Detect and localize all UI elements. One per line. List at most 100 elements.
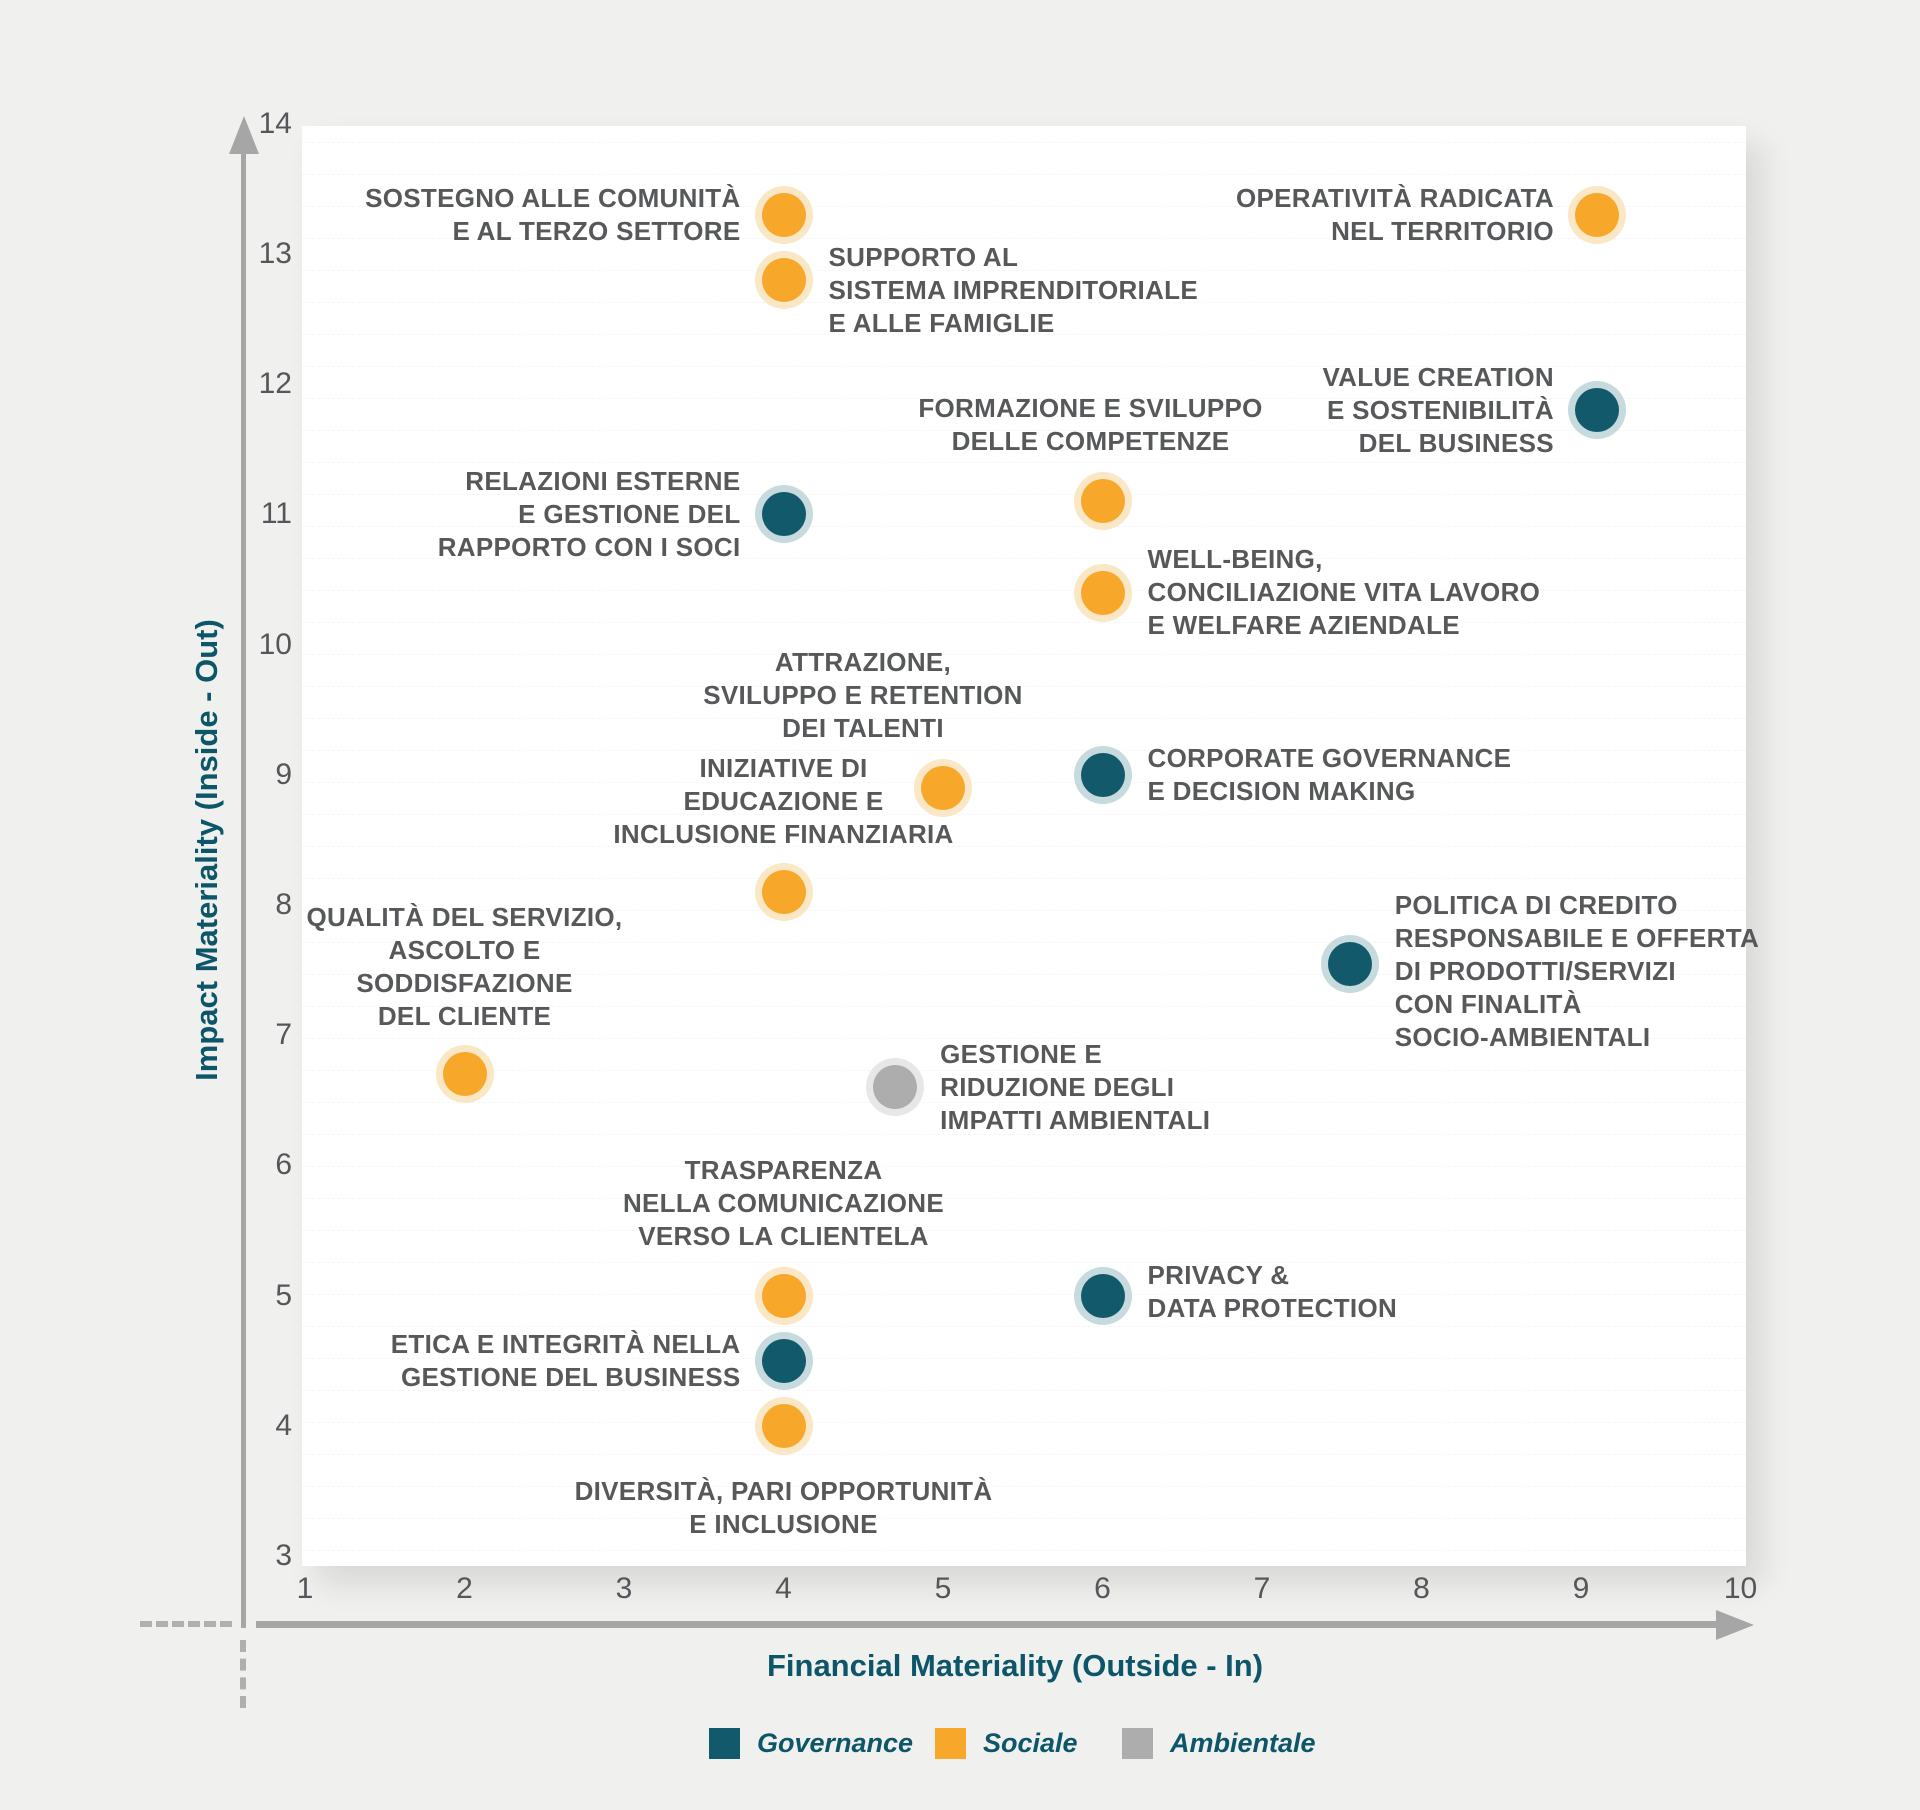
data-point-label-privacy-data-protection: PRIVACY & DATA PROTECTION: [1147, 1259, 1398, 1323]
origin-dashed-horizontal: [140, 1621, 232, 1627]
x-tick-label-8: 8: [1413, 1572, 1430, 1605]
data-point-label-diversita-inclusione: DIVERSITÀ, PARI OPPORTUNITÀ E INCLUSIONE: [574, 1475, 993, 1539]
data-point-label-operativita-territorio: OPERATIVITÀ RADICATA NEL TERRITORIO: [1235, 182, 1554, 246]
gridline: [302, 846, 1746, 847]
data-point-label-formazione-competenze: FORMAZIONE E SVILUPPO DELLE COMPETENZE: [918, 393, 1263, 457]
y-axis-line: [241, 152, 246, 1628]
x-tick-label-7: 7: [1253, 1572, 1271, 1605]
y-tick-label-5: 5: [275, 1278, 292, 1312]
data-point-dot-privacy-data-protection: [1080, 1273, 1125, 1318]
gridline: [302, 974, 1746, 975]
y-tick-label-9: 9: [275, 757, 292, 791]
gridline: [302, 1294, 1746, 1295]
data-point-dot-value-creation: [1574, 388, 1619, 433]
data-point-dot-educazione-finanziaria: [761, 869, 806, 914]
legend-label-governance: Governance: [757, 1728, 914, 1758]
legend-swatch-sociale: [935, 1728, 966, 1759]
x-tick-label-3: 3: [615, 1572, 633, 1605]
data-point-dot-relazioni-esterne: [761, 492, 806, 537]
gridline: [302, 1422, 1746, 1423]
data-point-dot-sostegno-comunita: [761, 192, 806, 237]
gridline: [302, 1166, 1746, 1167]
gridline: [302, 430, 1746, 431]
data-point-dot-operativita-territorio: [1574, 192, 1619, 237]
gridline: [302, 238, 1746, 239]
data-point-dot-etica-integrita: [761, 1338, 806, 1383]
data-point-label-educazione-finanziaria: INIZIATIVE DI EDUCAZIONE E INCLUSIONE FINA…: [613, 752, 954, 849]
y-tick-label-10: 10: [258, 627, 292, 661]
data-point-dot-formazione-competenze: [1080, 479, 1125, 524]
gridline: [302, 1454, 1746, 1455]
gridline: [302, 1070, 1746, 1071]
data-point-label-trasparenza-clientela: TRASPARENZA NELLA COMUNICAZIONE VERSO LA C…: [622, 1154, 945, 1251]
data-point-label-value-creation: VALUE CREATION E SOSTENIBILITÀ DEL BUSINES…: [1322, 361, 1554, 458]
gridline: [302, 1006, 1746, 1007]
x-tick-label-2: 2: [456, 1572, 473, 1605]
data-point-label-credito-responsabile: POLITICA DI CREDITO RESPONSABILE E OFFERT…: [1394, 890, 1760, 1053]
gridline: [302, 718, 1746, 719]
plot-area: [302, 126, 1746, 1566]
x-tick-label-10: 10: [1723, 1572, 1758, 1605]
gridline: [302, 142, 1746, 143]
legend-label-sociale: Sociale: [983, 1728, 1078, 1758]
data-point-dot-trasparenza-clientela: [761, 1273, 806, 1318]
gridline: [302, 622, 1746, 623]
data-point-dot-credito-responsabile: [1327, 941, 1372, 986]
gridline: [302, 1262, 1746, 1263]
gridline: [302, 750, 1746, 751]
gridline: [302, 942, 1746, 943]
y-tick-label-4: 4: [275, 1408, 292, 1442]
data-point-dot-supporto-sistema: [761, 258, 806, 303]
gridline: [302, 558, 1746, 559]
y-tick-label-14: 14: [258, 106, 292, 140]
y-tick-label-11: 11: [260, 497, 292, 531]
gridline: [302, 302, 1746, 303]
gridline: [302, 526, 1746, 527]
gridline: [302, 206, 1746, 207]
data-point-label-impatti-ambientali: GESTIONE E RIDUZIONE DEGLI IMPATTI AMBIENT…: [940, 1038, 1211, 1135]
x-axis-title: Financial Materiality (Outside - In): [766, 1648, 1264, 1683]
x-tick-label-4: 4: [775, 1572, 792, 1605]
data-point-dot-corporate-governance: [1080, 752, 1125, 797]
gridline: [302, 1358, 1746, 1359]
data-point-label-etica-integrita: ETICA E INTEGRITÀ NELLA GESTIONE DEL BUSI…: [390, 1328, 741, 1392]
y-tick-label-12: 12: [258, 367, 292, 401]
gridline: [302, 174, 1746, 175]
gridline: [302, 1390, 1746, 1391]
x-tick-label-5: 5: [934, 1572, 952, 1605]
data-point-label-qualita-servizio: QUALITÀ DEL SERVIZIO, ASCOLTO E SODDISFAZI…: [306, 902, 623, 1032]
gridline: [302, 878, 1746, 879]
gridline: [302, 910, 1746, 911]
gridline: [302, 686, 1746, 687]
gridline: [302, 1486, 1746, 1487]
gridline: [302, 1198, 1746, 1199]
data-point-dot-diversita-inclusione: [761, 1403, 806, 1448]
legend-swatch-governance: [709, 1728, 740, 1759]
gridline: [302, 270, 1746, 271]
gridline: [302, 1230, 1746, 1231]
data-point-dot-impatti-ambientali: [873, 1065, 918, 1110]
y-tick-label-3: 3: [275, 1539, 292, 1572]
gridline: [302, 1550, 1746, 1551]
gridline: [302, 398, 1746, 399]
gridline: [302, 814, 1746, 815]
y-tick-label-8: 8: [275, 888, 292, 921]
y-tick-label-7: 7: [275, 1018, 292, 1052]
y-axis-arrow-icon: [228, 116, 259, 154]
legend-label-ambientale: Ambientale: [1170, 1728, 1316, 1758]
data-point-label-well-being: WELL-BEING, CONCILIAZIONE VITA LAVORO E WE…: [1147, 544, 1541, 641]
gridline: [302, 494, 1746, 495]
gridline: [302, 1038, 1746, 1039]
origin-dashed-vertical: [240, 1640, 246, 1708]
gridline: [302, 366, 1746, 367]
x-axis-arrow-icon: [1716, 1609, 1754, 1640]
y-tick-label-6: 6: [275, 1148, 292, 1182]
data-point-label-relazioni-esterne: RELAZIONI ESTERNE E GESTIONE DEL RAPPORTO …: [437, 465, 741, 562]
x-tick-label-6: 6: [1094, 1572, 1111, 1605]
gridline: [302, 1102, 1746, 1103]
x-tick-label-9: 9: [1572, 1572, 1590, 1605]
gridline: [302, 1326, 1746, 1327]
data-point-label-supporto-sistema: SUPPORTO AL SISTEMA IMPRENDITORIALE E ALLE…: [828, 241, 1198, 338]
legend-swatch-ambientale: [1122, 1728, 1153, 1759]
